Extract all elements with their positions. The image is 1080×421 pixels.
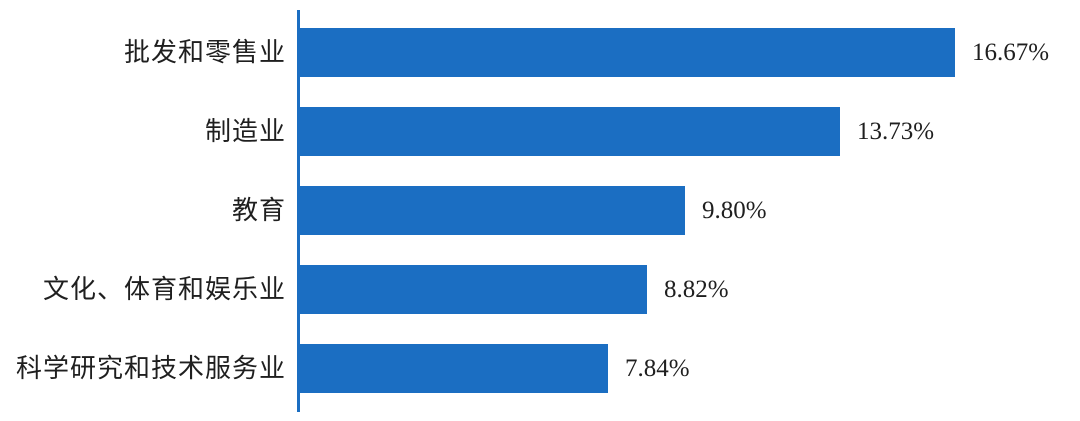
category-label: 批发和零售业 [123,38,286,67]
category-label: 教育 [231,196,286,225]
bar [300,265,647,314]
value-label: 8.82% [664,276,729,303]
category-label: 科学研究和技术服务业 [15,354,286,383]
value-label: 13.73% [857,118,935,145]
bar-row: 教育 9.80% [0,186,1080,235]
category-label: 文化、体育和娱乐业 [42,275,286,304]
bar-row: 批发和零售业 16.67% [0,28,1080,77]
bar-row: 文化、体育和娱乐业 8.82% [0,265,1080,314]
value-label: 7.84% [625,355,690,382]
bar [300,28,955,77]
bar-row: 制造业 13.73% [0,107,1080,156]
value-label: 16.67% [972,39,1050,66]
value-label: 9.80% [702,197,767,224]
bar [300,107,840,156]
bar [300,186,685,235]
bar [300,344,608,393]
category-label: 制造业 [204,117,286,146]
bar-row: 科学研究和技术服务业 7.84% [0,344,1080,393]
y-axis-line [297,10,300,412]
